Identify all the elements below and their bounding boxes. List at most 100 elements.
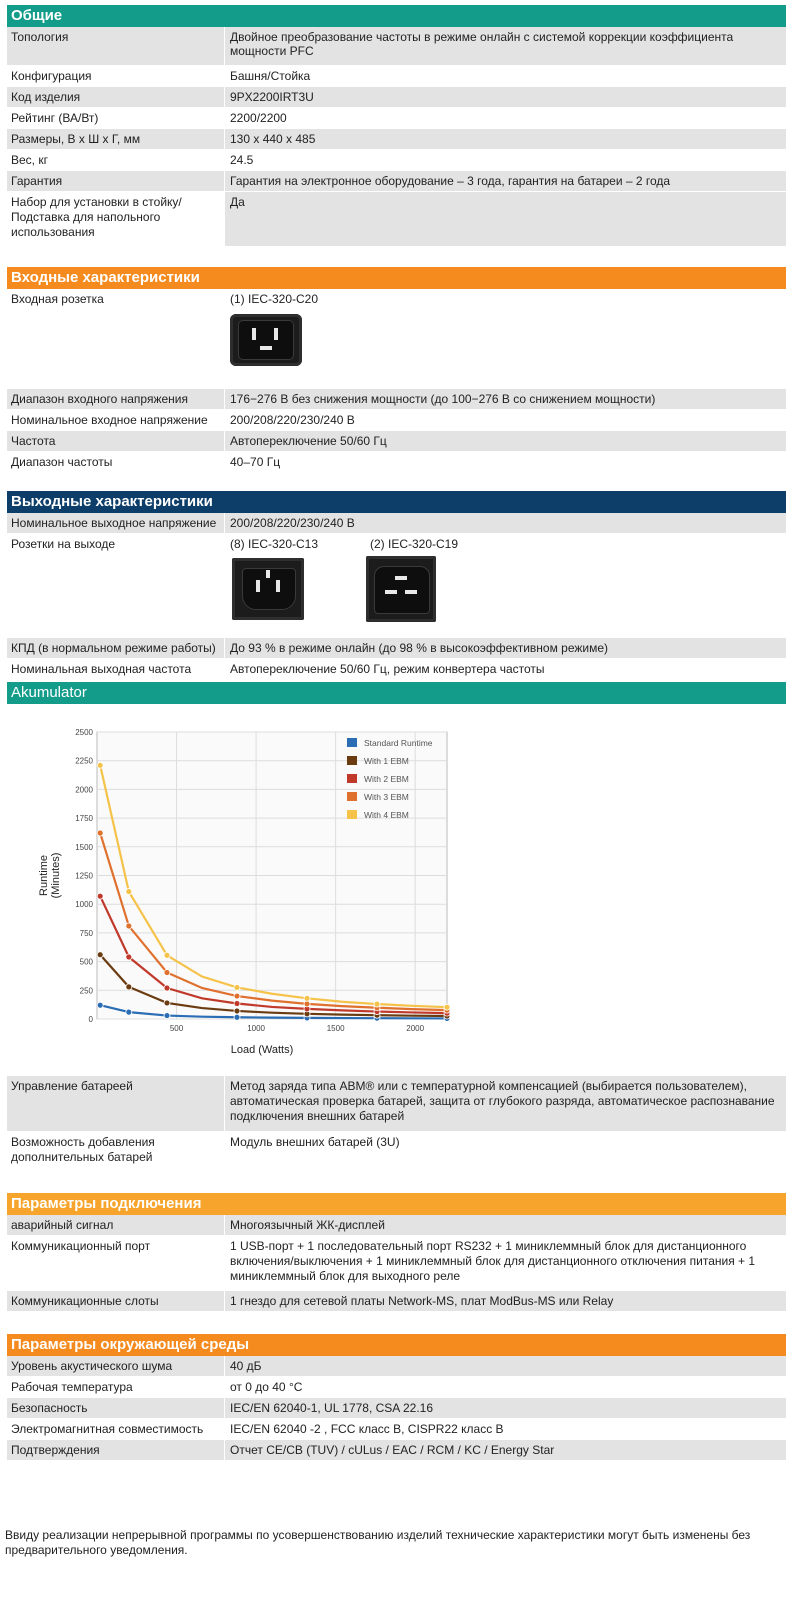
y-tick-label: 1750 [75, 814, 93, 823]
row-value: 40–70 Гц [224, 452, 786, 472]
socket-name: (1) IEC-320-C20 [230, 292, 319, 306]
series-line [99, 895, 448, 1015]
table-row: Рейтинг (ВА/Вт) 2200/2200 [7, 108, 786, 129]
table-row: Вес, кг 24.5 [7, 150, 786, 171]
section-gap [7, 1312, 786, 1334]
x-tick-label: 1000 [247, 1024, 265, 1033]
row-label: аварийный сигнал [11, 1218, 114, 1232]
x-tick-label: 2000 [406, 1024, 424, 1033]
row-label: Управление батареей [11, 1079, 133, 1093]
row-value: Гарантия на электронное оборудование – 3… [224, 171, 786, 191]
row-label: Диапазон частоты [11, 455, 113, 469]
y-tick-label: 2250 [75, 757, 93, 766]
row-label: Топология [11, 30, 69, 44]
data-point [233, 1007, 241, 1015]
data-point [163, 1012, 171, 1019]
section-header-connectivity: Параметры подключения [7, 1193, 786, 1215]
row-label: Коммуникационный порт [11, 1239, 151, 1253]
data-point [96, 892, 104, 900]
data-point [125, 922, 133, 930]
legend-label: Standard Runtime [364, 738, 433, 748]
data-point [125, 1008, 133, 1016]
section-gap [7, 473, 786, 491]
legend-label: With 3 EBM [364, 792, 409, 802]
y-tick-label: 750 [80, 929, 94, 938]
data-point [125, 953, 133, 961]
table-row: Рабочая температура от 0 до 40 °С [7, 1377, 786, 1398]
data-point [303, 1000, 311, 1008]
row-value: IEC/EN 62040-1, UL 1778, CSA 22.16 [224, 1398, 786, 1418]
row-label: Рабочая температура [11, 1380, 133, 1394]
x-tick-label: 500 [170, 1024, 184, 1033]
section-header-output: Выходные характеристики [7, 491, 786, 513]
row-label: Размеры, В х Ш х Г, мм [11, 132, 141, 146]
row-value: 24.5 [224, 150, 786, 170]
table-row: Номинальная выходная частота Автопереклю… [7, 659, 786, 680]
legend-label: With 2 EBM [364, 774, 409, 784]
series-line [99, 1004, 448, 1020]
row-value: До 93 % в режиме онлайн (до 98 % в высок… [224, 638, 786, 658]
row-value: 2200/2200 [224, 108, 786, 128]
socket-pin [266, 570, 270, 578]
table-row: Безопасность IEC/EN 62040-1, UL 1778, CS… [7, 1398, 786, 1419]
row-value: от 0 до 40 °С [224, 1377, 786, 1397]
socket-pin [252, 328, 256, 340]
data-point [233, 1013, 241, 1021]
x-axis-label: Load (Watts) [231, 1044, 294, 1056]
output-sockets-cell: (8) IEC-320-C13 (2) IEC-320-C19 [224, 534, 786, 637]
row-label: Номинальная выходная частота [11, 662, 192, 676]
socket-b-name: (2) IEC-320-C19 [370, 537, 459, 551]
footnote: Ввиду реализации непрерывной программы п… [5, 1528, 751, 1557]
y-tick-label: 2500 [75, 728, 93, 737]
data-point [373, 1000, 381, 1008]
data-point [163, 969, 171, 976]
table-row: Размеры, В х Ш х Г, мм 130 x 440 x 485 [7, 129, 786, 150]
row-value: Метод заряда типа ABM® или с температурн… [224, 1076, 786, 1131]
row-value: Двойное преобразование частоты в режиме … [224, 27, 786, 65]
table-row: Код изделия 9PX2200IRT3U [7, 87, 786, 108]
row-value: Автопереключение 50/60 Гц [224, 431, 786, 451]
row-value: 200/208/220/230/240 В [224, 410, 786, 430]
x-tick-label: 1500 [327, 1024, 345, 1033]
series-line [99, 832, 448, 1012]
row-value: 9PX2200IRT3U [224, 87, 786, 107]
row-label: Рейтинг (ВА/Вт) [11, 111, 99, 125]
runtime-chart: 0 250 500 750 1000 1250 1500 1750 2000 2250 2500 50… [7, 704, 786, 1076]
row-value: 176−276 В без снижения мощности (до 100−… [224, 389, 786, 409]
row-value: Модуль внешних батарей (3U) [224, 1132, 786, 1170]
table-row: Конфигурация Башня/Стойка [7, 66, 786, 87]
row-label: Набор для установки в стойку/ Подставка … [11, 195, 182, 239]
table-row: Диапазон частоты 40–70 Гц [7, 452, 786, 473]
row-value: 40 дБ [224, 1356, 786, 1376]
row-label: Номинальное входное напряжение [11, 413, 208, 427]
row-value: 130 x 440 x 485 [224, 129, 786, 149]
data-point [96, 829, 104, 837]
table-row: Диапазон входного напряжения 176−276 В б… [7, 389, 786, 410]
table-row: Уровень акустического шума 40 дБ [7, 1356, 786, 1377]
row-label: Электромагнитная совместимость [11, 1422, 204, 1436]
table-row: Гарантия Гарантия на электронное оборудо… [7, 171, 786, 192]
socket-cell: (1) IEC-320-C20 [224, 289, 786, 388]
section-gap [7, 247, 786, 267]
data-point [96, 761, 104, 769]
legend-swatch [347, 738, 357, 747]
data-point [163, 984, 171, 992]
socket-face [374, 566, 430, 614]
data-point [233, 1000, 241, 1007]
data-point [96, 951, 104, 959]
runtime-chart-svg: 0 250 500 750 1000 1250 1500 1750 2000 2250 2500 50… [38, 728, 451, 1056]
row-label: КПД (в нормальном режиме работы) [11, 641, 216, 655]
row-label: Код изделия [11, 90, 81, 104]
y-tick-label: 1250 [75, 872, 93, 881]
data-point [96, 1001, 104, 1009]
y-tick-label: 1500 [75, 843, 93, 852]
series-line [99, 765, 448, 1009]
table-row: Номинальное входное напряжение 200/208/2… [7, 410, 786, 431]
row-label: Гарантия [11, 174, 63, 188]
row-label: Уровень акустического шума [11, 1359, 173, 1373]
data-point [163, 951, 171, 959]
row-value: 1 USB-порт + 1 последовательный порт RS2… [224, 1236, 786, 1290]
row-value: Башня/Стойка [224, 66, 786, 86]
socket-pin [405, 590, 417, 594]
row-value: 200/208/220/230/240 В [224, 513, 786, 533]
